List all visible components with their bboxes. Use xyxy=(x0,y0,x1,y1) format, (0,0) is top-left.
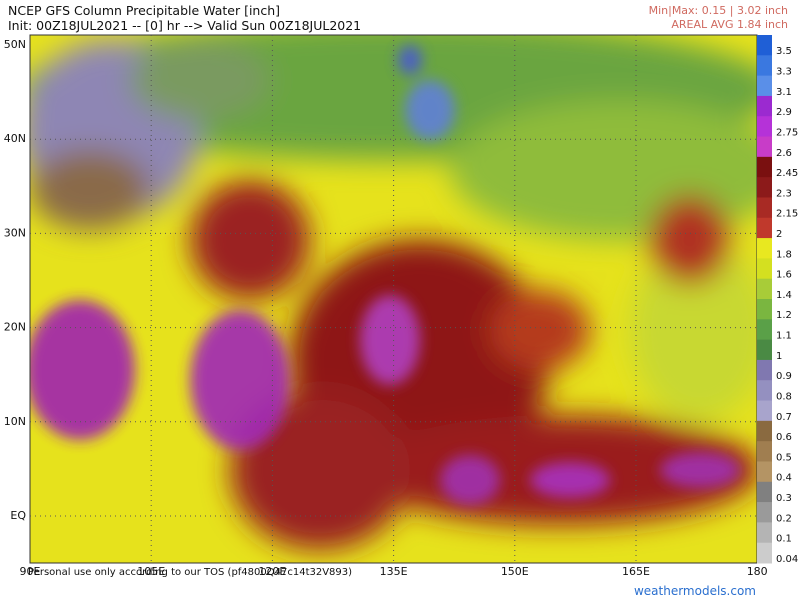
lon-label: 90E xyxy=(20,565,41,578)
colorbar-swatch xyxy=(757,481,772,503)
colorbar-swatch xyxy=(757,177,772,198)
min-max: Min|Max: 0.15 | 3.02 inch xyxy=(648,4,788,17)
colorbar-swatch xyxy=(757,319,772,341)
site-link: weathermodels.com xyxy=(633,584,756,598)
colorbar-swatch xyxy=(757,400,772,422)
colorbar-label: 2.45 xyxy=(776,168,798,179)
colorbar-label: 2.6 xyxy=(776,148,792,159)
colorbar-swatch xyxy=(757,522,772,544)
colorbar-label: 0.6 xyxy=(776,432,792,443)
colorbar-swatch xyxy=(757,278,772,300)
colorbar-label: 2 xyxy=(776,229,782,240)
colorbar-swatch xyxy=(757,441,772,462)
areal-average: AREAL AVG 1.84 inch xyxy=(671,18,788,31)
lon-label: 120E xyxy=(258,565,286,578)
lat-label: 30N xyxy=(4,226,26,239)
colorbar-label: 3.3 xyxy=(776,67,792,78)
colorbar-label: 2.3 xyxy=(776,188,792,199)
map-subtitle: Init: 00Z18JUL2021 -- [0] hr --> Valid S… xyxy=(8,18,362,33)
lon-label: 135E xyxy=(380,565,408,578)
colorbar-swatch xyxy=(757,156,772,178)
lon-label: 105E xyxy=(137,565,165,578)
lat-label: 40N xyxy=(4,132,26,145)
colorbar-swatch xyxy=(757,502,772,523)
colorbar-swatch xyxy=(757,299,772,320)
precip-field xyxy=(30,35,757,563)
colorbar-label: 0.7 xyxy=(776,412,792,423)
colorbar-swatch xyxy=(757,197,772,219)
colorbar-swatch xyxy=(757,75,772,97)
lat-label: EQ xyxy=(10,509,26,522)
colorbar-swatch xyxy=(757,136,772,158)
colorbar-label: 0.8 xyxy=(776,391,792,402)
lon-label: 150E xyxy=(501,565,529,578)
disclaimer: Personal use only according to our TOS (… xyxy=(28,567,353,578)
colorbar-label: 0.5 xyxy=(776,452,792,463)
colorbar-swatch xyxy=(757,461,772,483)
colorbar-swatch xyxy=(757,359,772,381)
colorbar-swatch xyxy=(757,217,772,239)
colorbar-label: 1 xyxy=(776,351,782,362)
colorbar-swatch xyxy=(757,116,772,138)
colorbar-swatch xyxy=(757,339,772,361)
colorbar-label: 0.2 xyxy=(776,513,792,524)
colorbar-label: 0.1 xyxy=(776,534,792,545)
lon-label: 180 xyxy=(747,565,768,578)
colorbar-label: 0.9 xyxy=(776,371,792,382)
lat-label: 10N xyxy=(4,415,26,428)
colorbar-label: 1.6 xyxy=(776,270,792,281)
colorbar-label: 0.04 xyxy=(776,554,798,565)
lat-label: 20N xyxy=(4,321,26,334)
colorbar-swatch xyxy=(757,542,772,564)
colorbar-label: 2.9 xyxy=(776,107,792,118)
lat-label: 50N xyxy=(4,38,26,51)
colorbar-label: 2.75 xyxy=(776,127,798,138)
colorbar-swatch xyxy=(757,420,772,442)
colorbar-swatch xyxy=(757,95,772,117)
colorbar-label: 2.15 xyxy=(776,209,798,220)
colorbar-label: 0.3 xyxy=(776,493,792,504)
colorbar-swatch xyxy=(757,238,772,259)
colorbar-label: 1.4 xyxy=(776,290,792,301)
colorbar-swatch xyxy=(757,35,772,56)
colorbar-swatch xyxy=(757,258,772,280)
colorbar-label: 1.1 xyxy=(776,331,792,342)
lon-label: 165E xyxy=(622,565,650,578)
colorbar-label: 3.5 xyxy=(776,46,792,57)
colorbar-label: 1.2 xyxy=(776,310,792,321)
colorbar-label: 3.1 xyxy=(776,87,792,98)
map-title: NCEP GFS Column Precipitable Water [inch… xyxy=(8,3,281,18)
colorbar-label: 0.4 xyxy=(776,473,792,484)
colorbar-swatch xyxy=(757,380,772,402)
colorbar-swatch xyxy=(757,55,772,77)
colorbar-label: 1.8 xyxy=(776,249,792,260)
